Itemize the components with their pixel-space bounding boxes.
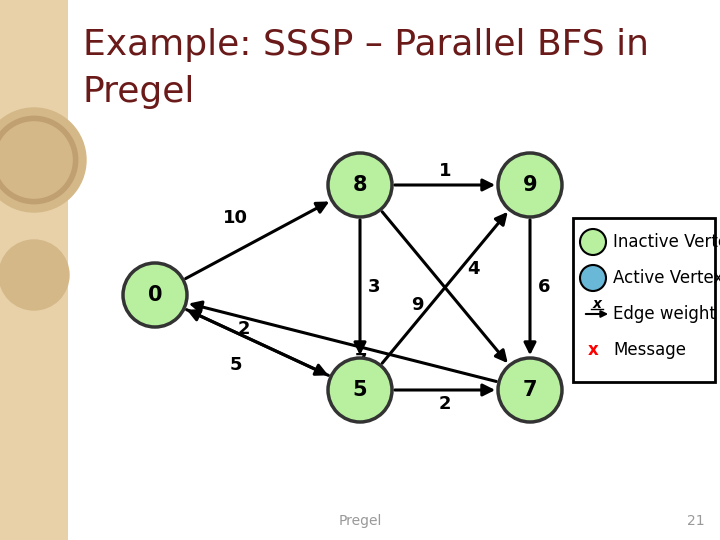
Circle shape (498, 358, 562, 422)
Circle shape (328, 358, 392, 422)
Text: 2: 2 (238, 320, 250, 338)
FancyBboxPatch shape (573, 218, 715, 382)
Text: x: x (593, 297, 601, 311)
Text: 0: 0 (148, 285, 162, 305)
Text: Edge weight: Edge weight (613, 305, 716, 323)
Text: 7: 7 (523, 380, 537, 400)
Text: 9: 9 (410, 296, 423, 314)
Text: 2: 2 (438, 395, 451, 413)
Circle shape (0, 240, 69, 310)
Circle shape (498, 153, 562, 217)
Text: Inactive Vertex: Inactive Vertex (613, 233, 720, 251)
Text: Pregel: Pregel (338, 514, 382, 528)
Text: Active Vertex: Active Vertex (613, 269, 720, 287)
Text: Example: SSSP – Parallel BFS in: Example: SSSP – Parallel BFS in (83, 28, 649, 62)
Text: 6: 6 (538, 279, 550, 296)
Text: 5: 5 (353, 380, 367, 400)
Text: 4: 4 (467, 260, 480, 279)
Text: Message: Message (613, 341, 686, 359)
Text: 10: 10 (223, 209, 248, 227)
Text: 5: 5 (229, 355, 242, 374)
Text: 1: 1 (438, 162, 451, 180)
Circle shape (580, 229, 606, 255)
Text: x: x (588, 341, 598, 359)
Text: 3: 3 (368, 279, 380, 296)
Bar (0, 0, 68, 540)
Circle shape (328, 153, 392, 217)
Text: 21: 21 (688, 514, 705, 528)
Text: Pregel: Pregel (83, 75, 195, 109)
Text: 9: 9 (523, 175, 537, 195)
Circle shape (123, 263, 187, 327)
Text: 7: 7 (354, 352, 366, 369)
Text: 8: 8 (353, 175, 367, 195)
Circle shape (580, 265, 606, 291)
Circle shape (0, 108, 86, 212)
